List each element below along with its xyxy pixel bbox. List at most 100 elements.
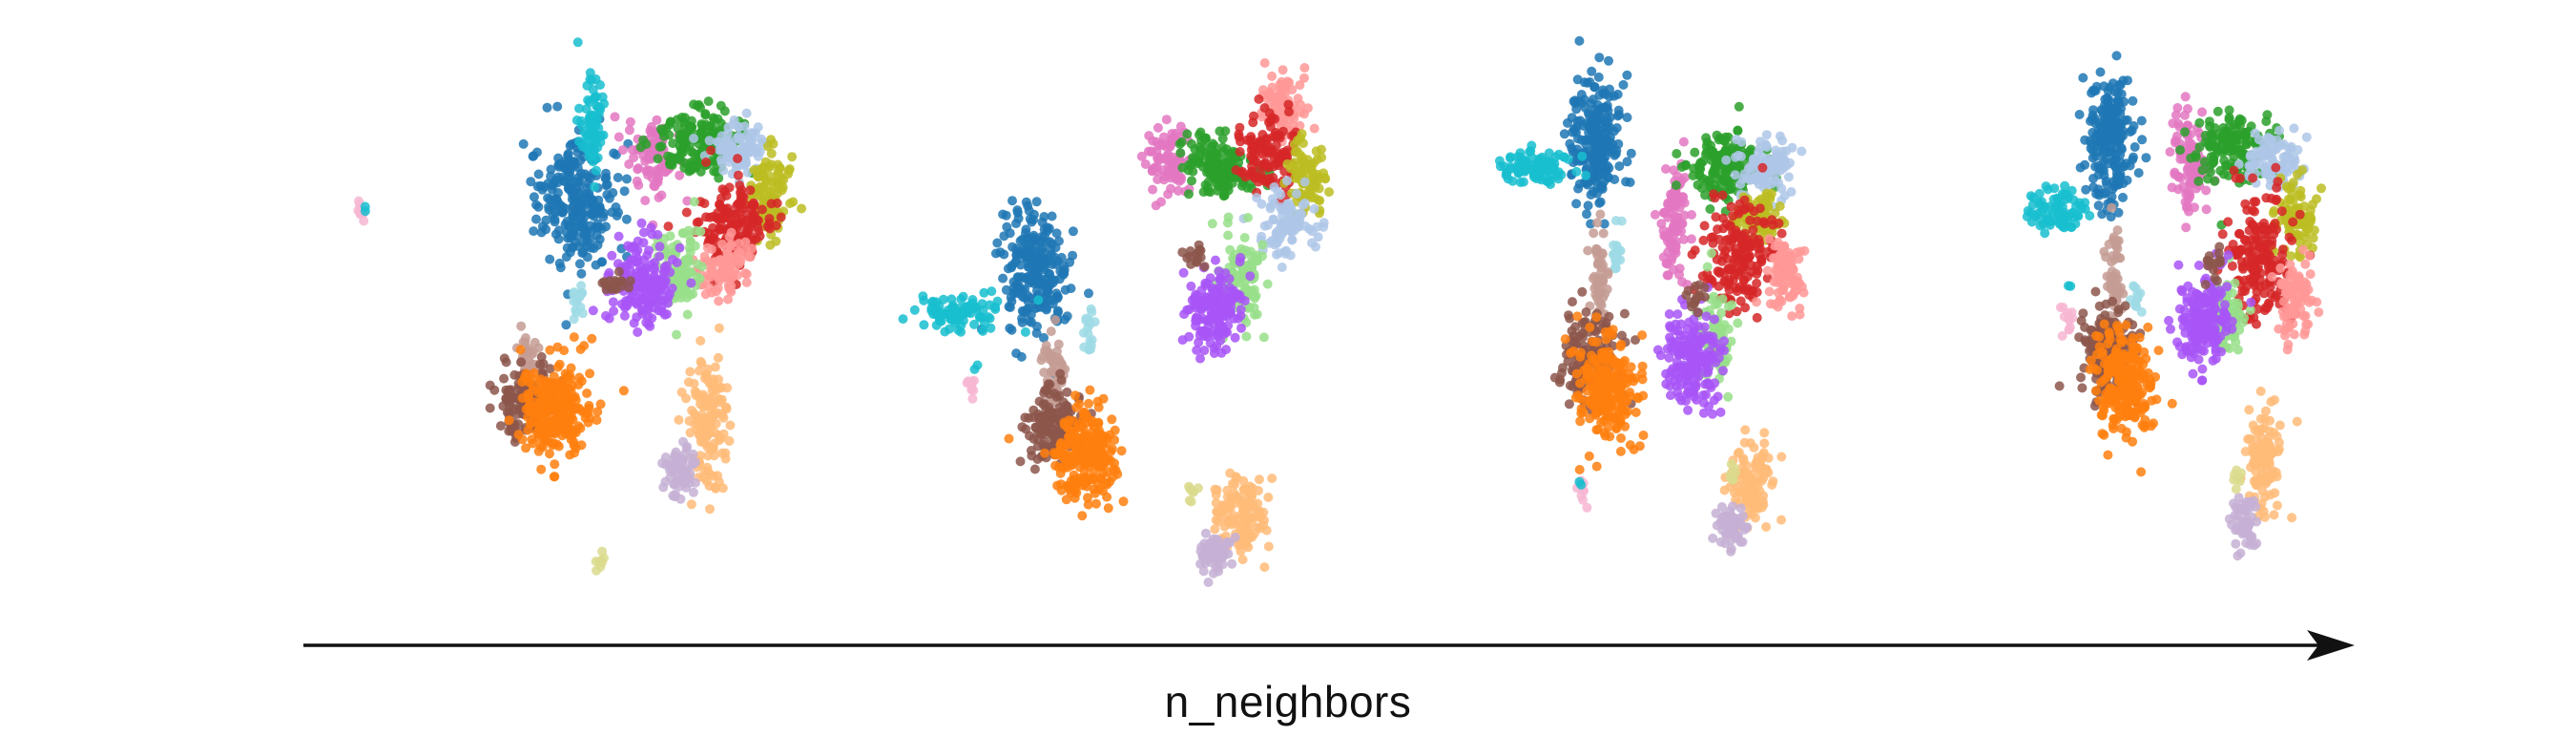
scatter-point: [633, 164, 643, 175]
scatter-point: [1184, 481, 1195, 492]
scatter-point: [686, 278, 696, 288]
scatter-point: [1268, 214, 1278, 224]
scatter-point: [542, 102, 552, 113]
scatter-point: [955, 303, 966, 313]
scatter-point: [1650, 209, 1660, 220]
scatter-point: [1582, 209, 1591, 220]
scatter-point: [1002, 221, 1012, 232]
scatter-point: [532, 181, 543, 192]
scatter-point: [1166, 183, 1176, 194]
scatter-point: [918, 291, 928, 302]
scatter-point: [1597, 134, 1607, 144]
scatter-point: [1795, 304, 1805, 313]
cluster-c17: [1195, 528, 1240, 587]
scatter-point: [687, 122, 697, 133]
scatter-point: [1211, 515, 1221, 525]
scatter-point: [725, 420, 736, 431]
scatter-point: [1102, 492, 1112, 502]
scatter-point: [636, 218, 647, 228]
scatter-point: [1004, 433, 1014, 444]
scatter-point: [1760, 191, 1771, 201]
scatter-point: [1263, 174, 1274, 184]
scatter-point: [675, 155, 685, 165]
scatter-point: [1204, 156, 1215, 166]
scatter-point: [650, 135, 660, 145]
scatter-point: [1776, 243, 1787, 254]
scatter-point: [1179, 309, 1190, 320]
scatter-point: [1721, 155, 1732, 165]
scatter-point: [1078, 327, 1089, 338]
scatter-point: [1055, 440, 1066, 451]
scatter-point: [685, 367, 696, 377]
scatter-point: [1582, 77, 1592, 88]
scatter-panel-3: [1494, 35, 1810, 557]
scatter-point: [1021, 243, 1031, 254]
scatter-point: [679, 478, 690, 489]
scatter-point: [688, 487, 698, 497]
scatter-point: [1774, 218, 1784, 228]
scatter-point: [1733, 125, 1743, 136]
scatter-point: [990, 302, 1001, 312]
scatter-point: [562, 217, 572, 226]
scatter-point: [1571, 199, 1582, 209]
scatter-point: [1278, 65, 1288, 75]
scatter-point: [1063, 406, 1073, 416]
scatter-point: [1677, 219, 1688, 229]
scatter-point: [1502, 167, 1512, 178]
scatter-point: [1762, 142, 1772, 152]
scatter-point: [582, 182, 592, 193]
scatter-point: [1765, 299, 1776, 309]
scatter-point: [622, 174, 632, 184]
scatter-point: [1268, 94, 1278, 104]
scatter-point: [1222, 492, 1233, 502]
scatter-point: [1735, 151, 1746, 161]
scatter-point: [591, 74, 601, 84]
scatter-point: [1267, 146, 1278, 157]
scatter-point: [1605, 132, 1615, 142]
scatter-point: [722, 383, 733, 393]
scatter-point: [1184, 331, 1195, 342]
scatter-point: [1776, 228, 1787, 239]
scatter-point: [1027, 217, 1037, 227]
scatter-point: [772, 177, 782, 187]
scatter-point: [936, 307, 946, 318]
scatter-point: [588, 139, 598, 150]
scatter-point: [1068, 226, 1078, 237]
scatter-point: [990, 248, 1001, 259]
scatter-point: [1778, 284, 1789, 294]
scatter-point: [694, 99, 704, 110]
scatter-point: [1217, 134, 1228, 144]
scatter-point: [545, 449, 554, 459]
scatter-point: [716, 193, 726, 203]
scatter-point: [585, 96, 594, 107]
scatter-point: [590, 222, 600, 233]
scatter-point: [1177, 247, 1188, 258]
scatter-point: [517, 434, 528, 445]
scatter-point: [1671, 180, 1681, 191]
scatter-point: [647, 173, 657, 183]
scatter-point: [654, 193, 664, 202]
scatter-point: [1311, 146, 1321, 157]
scatter-point: [676, 387, 687, 397]
scatter-point: [601, 221, 611, 232]
scatter-point: [1187, 176, 1196, 186]
scatter-point: [676, 113, 687, 122]
scatter-point: [1589, 104, 1600, 115]
scatter-point: [537, 442, 548, 452]
scatter-point: [665, 117, 675, 128]
scatter-point: [999, 231, 1009, 242]
scatter-point: [1739, 169, 1750, 179]
scatter-point: [979, 287, 989, 298]
scatter-point: [1779, 191, 1790, 200]
scatter-point: [1709, 189, 1719, 200]
scatter-point: [654, 251, 665, 262]
scatter-point: [1041, 305, 1051, 315]
scatter-point: [1228, 478, 1237, 489]
scatter-panel-1: [353, 37, 807, 576]
scatter-point: [1513, 161, 1524, 172]
scatter-point: [1060, 314, 1070, 325]
scatter-point: [641, 317, 652, 327]
cluster-c01: [976, 196, 1093, 378]
scatter-point: [1003, 263, 1013, 274]
scatter-point: [552, 101, 563, 112]
